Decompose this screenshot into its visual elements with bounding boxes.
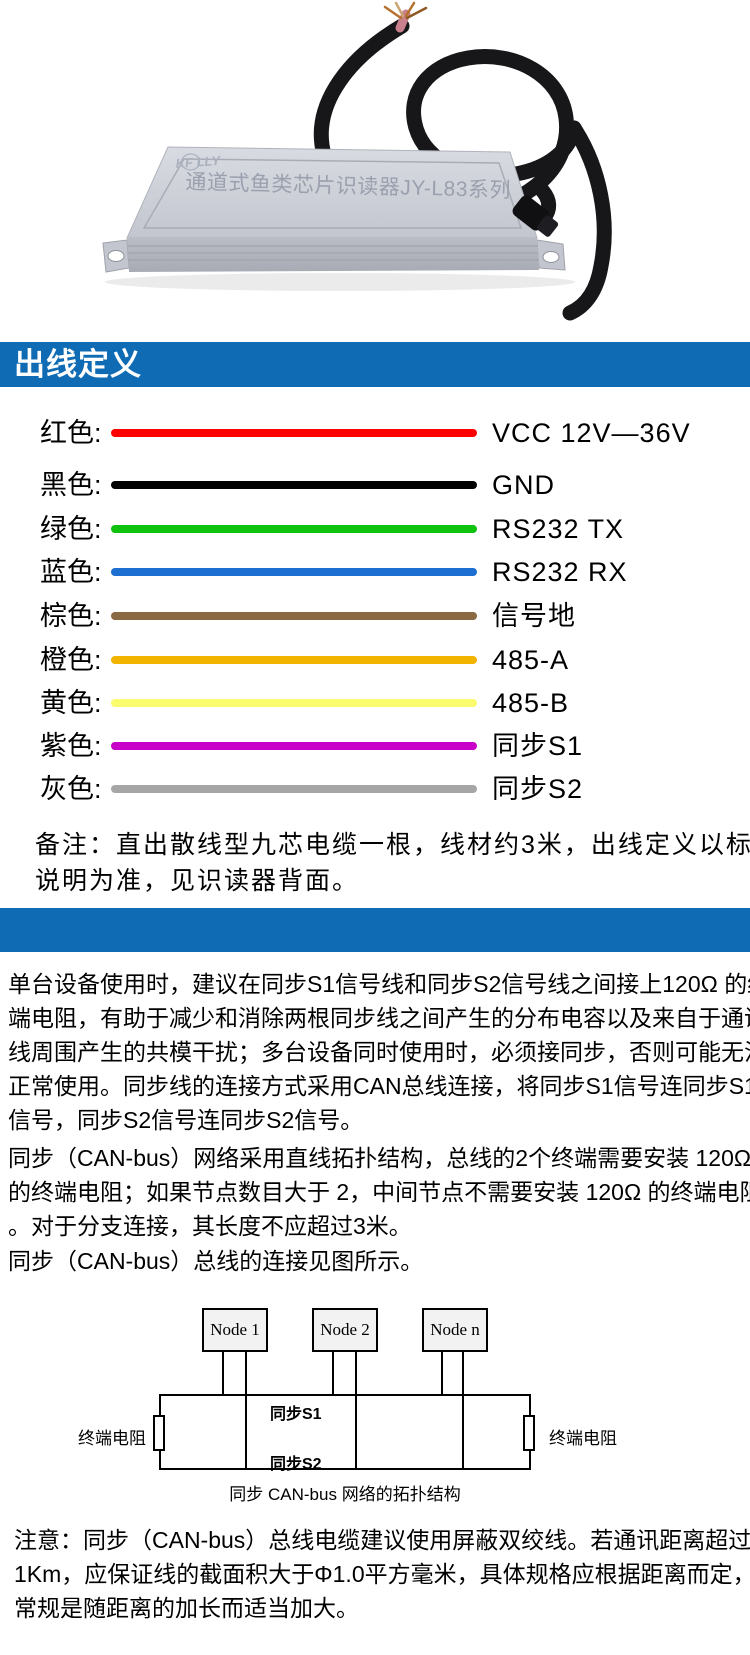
- node1-leg-s1: [222, 1352, 224, 1395]
- wire-row: 黑色: GND: [0, 465, 750, 505]
- wire-signal-label: GND: [492, 470, 555, 500]
- frayed-wire-tip: [383, 1, 428, 33]
- wire-row: 黄色: 485-B: [0, 683, 750, 723]
- cable-gland: [512, 195, 559, 237]
- section-divider-bar: [0, 908, 750, 952]
- paragraph-line: 正常使用。同步线的连接方式采用CAN总线连接，将同步S1信号连同步S1: [8, 1073, 750, 1099]
- wire-line-swatch: [111, 612, 477, 620]
- note-line: 常规是随距离的加长而适当加大。: [14, 1595, 359, 1621]
- node1-leg-s2: [245, 1352, 247, 1470]
- wire-line-swatch: [111, 481, 477, 489]
- paragraph-line: 线周围产生的共模干扰；多台设备同时使用时，必须接同步，否则可能无法: [8, 1039, 750, 1065]
- wire-line-swatch: [111, 429, 477, 437]
- front-face-ridges: [128, 245, 539, 261]
- node2-leg-s1: [332, 1352, 334, 1395]
- node-box-1: Node 1: [202, 1308, 268, 1352]
- wire-color-name: 蓝色:: [40, 557, 102, 587]
- wire-signal-label: RS232 RX: [492, 557, 628, 587]
- wire-signal-label: 485-A: [492, 645, 570, 675]
- wire-line-swatch: [111, 525, 477, 533]
- wire-color-name: 红色:: [40, 418, 102, 448]
- paragraph-line: 。对于分支连接，其长度不应超过3米。: [8, 1213, 412, 1239]
- wire-signal-label: 同步S1: [492, 731, 584, 761]
- brand-logo-swoosh-icon: [181, 153, 201, 171]
- terminal-resistor-label-right: 终端电阻: [549, 1429, 617, 1448]
- paragraph-line: 同步（CAN-bus）网络采用直线拓扑结构，总线的2个终端需要安装 120Ω: [8, 1145, 750, 1171]
- wire-row: 棕色: 信号地: [0, 596, 750, 636]
- wire-signal-label: 485-B: [492, 688, 570, 718]
- paragraph-line: 的终端电阻；如果节点数目大于 2，中间节点不需要安装 120Ω 的终端电阻: [8, 1179, 750, 1205]
- top-face-inset-line: [142, 158, 523, 229]
- wire-line-swatch: [111, 742, 477, 750]
- paragraph-line: 单台设备使用时，建议在同步S1信号线和同步S2信号线之间接上120Ω 的终: [8, 971, 750, 997]
- wire-color-name: 绿色:: [40, 514, 102, 544]
- note-line: 注意：同步（CAN-bus）总线电缆建议使用屏蔽双绞线。若通讯距离超过: [14, 1527, 750, 1553]
- wire-signal-label: 信号地: [492, 601, 576, 631]
- mount-hole-left: [107, 250, 125, 262]
- mount-hole-right: [542, 251, 560, 263]
- diagram-caption: 同步 CAN-bus 网络的拓扑结构: [229, 1485, 461, 1504]
- terminal-resistor-label-left: 终端电阻: [78, 1429, 146, 1448]
- wire-color-name: 棕色:: [40, 601, 102, 631]
- note-line: 1Km，应保证线的截面积大于Φ1.0平方毫米，具体规格应根据距离而定，: [14, 1561, 750, 1587]
- wire-color-name: 黑色:: [40, 470, 102, 500]
- paragraph-sync-usage: 单台设备使用时，建议在同步S1信号线和同步S2信号线之间接上120Ω 的终 端电…: [8, 967, 750, 1137]
- wire-row: 灰色: 同步S2: [0, 769, 750, 809]
- wire-line-swatch: [111, 568, 477, 576]
- wire-color-name: 灰色:: [40, 774, 102, 804]
- wire-color-name: 橙色:: [40, 645, 102, 675]
- wire-line-swatch: [111, 656, 477, 664]
- paragraph-line: 信号，同步S2信号连同步S2信号。: [8, 1107, 364, 1133]
- remark-line-1: 备注：直出散线型九芯电缆一根，线材约3米，出线定义以标签: [35, 831, 750, 859]
- bus-lines: [159, 1394, 531, 1470]
- brand-logo-text: KF LLY: [175, 153, 222, 171]
- brand-logo: KF LLY: [175, 153, 222, 171]
- note-block: 注意：同步（CAN-bus）总线电缆建议使用屏蔽双绞线。若通讯距离超过 1Km，…: [14, 1523, 750, 1625]
- noden-leg-s1: [441, 1352, 443, 1395]
- device-shadow: [105, 273, 575, 291]
- section-title: 出线定义: [14, 347, 142, 382]
- wire-row: 紫色: 同步S1: [0, 726, 750, 766]
- node-box-n: Node n: [422, 1308, 488, 1352]
- product-photo: KF LLY 通道式鱼类芯片识读器JY-L83系列: [102, 1, 612, 321]
- wire-row: 红色: VCC 12V—36V: [0, 413, 750, 453]
- bus-s1-label: 同步S1: [270, 1406, 322, 1423]
- wire-signal-label: RS232 TX: [492, 514, 625, 544]
- paragraph-line: 同步（CAN-bus）总线的连接见图所示。: [8, 1248, 424, 1274]
- section-header-bar: 出线定义: [0, 342, 750, 387]
- resistor-symbol-left: [153, 1415, 165, 1451]
- wire-color-name: 紫色:: [40, 731, 102, 761]
- wire-row: 绿色: RS232 TX: [0, 509, 750, 549]
- bus-s2-label: 同步S2: [270, 1456, 322, 1473]
- wire-color-name: 黄色:: [40, 688, 102, 718]
- node-box-2: Node 2: [312, 1308, 378, 1352]
- wire-signal-label: 同步S2: [492, 774, 584, 804]
- paragraph-canbus-topology: 同步（CAN-bus）网络采用直线拓扑结构，总线的2个终端需要安装 120Ω 的…: [8, 1141, 750, 1243]
- wire-row: 蓝色: RS232 RX: [0, 552, 750, 592]
- wire-signal-label: VCC 12V—36V: [492, 418, 691, 448]
- paragraph-line: 端电阻，有助于减少和消除两根同步线之间产生的分布电容以及来自于通讯: [8, 1005, 750, 1031]
- node2-leg-s2: [355, 1352, 357, 1470]
- device-front-face: [127, 238, 539, 272]
- wire-line-swatch: [111, 785, 477, 793]
- remark-line-2: 说明为准，见识读器背面。: [35, 867, 360, 895]
- wire-line-swatch: [111, 699, 477, 707]
- wire-row: 橙色: 485-A: [0, 640, 750, 680]
- resistor-symbol-right: [523, 1415, 535, 1451]
- noden-leg-s2: [462, 1352, 464, 1470]
- device-enclosure: KF LLY 通道式鱼类芯片识读器JY-L83系列: [102, 146, 566, 273]
- paragraph-diagram-intro: 同步（CAN-bus）总线的连接见图所示。: [8, 1244, 750, 1278]
- canbus-topology-diagram: Node 1 Node 2 Node n 同步S1 同步S2 终端电阻 终端电阻…: [0, 1300, 750, 1515]
